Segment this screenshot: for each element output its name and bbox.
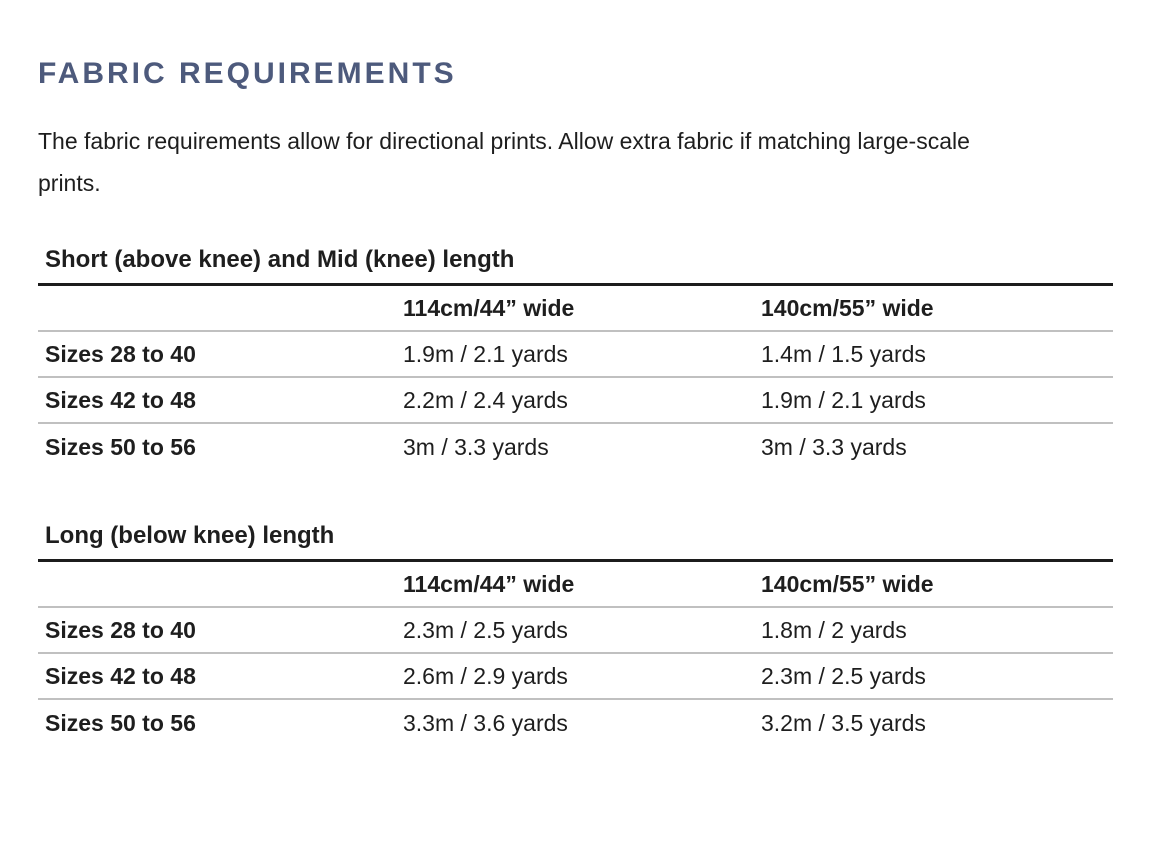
table-row: Sizes 42 to 48 2.2m / 2.4 yards 1.9m / 2… bbox=[38, 378, 1113, 424]
fabric-table-long: Long (below knee) length 114cm/44” wide … bbox=[38, 522, 1113, 746]
fabric-amount-140cm: 1.4m / 1.5 yards bbox=[761, 341, 926, 367]
row-label: Sizes 50 to 56 bbox=[45, 434, 196, 460]
row-label: Sizes 28 to 40 bbox=[45, 617, 196, 643]
fabric-amount-140cm: 2.3m / 2.5 yards bbox=[761, 663, 926, 689]
row-label: Sizes 28 to 40 bbox=[45, 341, 196, 367]
table-row: Sizes 28 to 40 2.3m / 2.5 yards 1.8m / 2… bbox=[38, 608, 1113, 654]
column-header-114cm: 114cm/44” wide bbox=[403, 295, 575, 321]
fabric-amount-140cm: 1.8m / 2 yards bbox=[761, 617, 907, 643]
column-header-140cm: 140cm/55” wide bbox=[761, 571, 934, 597]
row-label: Sizes 42 to 48 bbox=[45, 663, 196, 689]
section-title-short-mid: Short (above knee) and Mid (knee) length bbox=[38, 246, 1113, 286]
table-header-row: 114cm/44” wide 140cm/55” wide bbox=[38, 562, 1113, 608]
table-row: Sizes 42 to 48 2.6m / 2.9 yards 2.3m / 2… bbox=[38, 654, 1113, 700]
intro-paragraph: The fabric requirements allow for direct… bbox=[38, 128, 970, 196]
column-header-114cm: 114cm/44” wide bbox=[403, 571, 575, 597]
fabric-amount-140cm: 3.2m / 3.5 yards bbox=[761, 710, 926, 736]
fabric-amount-114cm: 2.2m / 2.4 yards bbox=[403, 387, 568, 413]
table-row: Sizes 28 to 40 1.9m / 2.1 yards 1.4m / 1… bbox=[38, 332, 1113, 378]
fabric-amount-114cm: 1.9m / 2.1 yards bbox=[403, 341, 568, 367]
table-header-row: 114cm/44” wide 140cm/55” wide bbox=[38, 286, 1113, 332]
column-header-140cm: 140cm/55” wide bbox=[761, 295, 934, 321]
row-label: Sizes 42 to 48 bbox=[45, 387, 196, 413]
row-label: Sizes 50 to 56 bbox=[45, 710, 196, 736]
fabric-requirements-page: FABRIC REQUIREMENTS The fabric requireme… bbox=[0, 58, 1156, 746]
section-title-long: Long (below knee) length bbox=[38, 522, 1113, 562]
table-row: Sizes 50 to 56 3m / 3.3 yards 3m / 3.3 y… bbox=[38, 424, 1113, 470]
fabric-amount-114cm: 2.6m / 2.9 yards bbox=[403, 663, 568, 689]
fabric-table-short-mid: Short (above knee) and Mid (knee) length… bbox=[38, 246, 1113, 470]
table-row: Sizes 50 to 56 3.3m / 3.6 yards 3.2m / 3… bbox=[38, 700, 1113, 746]
fabric-amount-140cm: 3m / 3.3 yards bbox=[761, 434, 907, 460]
fabric-amount-140cm: 1.9m / 2.1 yards bbox=[761, 387, 926, 413]
fabric-amount-114cm: 3.3m / 3.6 yards bbox=[403, 710, 568, 736]
page-title: FABRIC REQUIREMENTS bbox=[38, 57, 457, 90]
fabric-amount-114cm: 2.3m / 2.5 yards bbox=[403, 617, 568, 643]
fabric-amount-114cm: 3m / 3.3 yards bbox=[403, 434, 549, 460]
